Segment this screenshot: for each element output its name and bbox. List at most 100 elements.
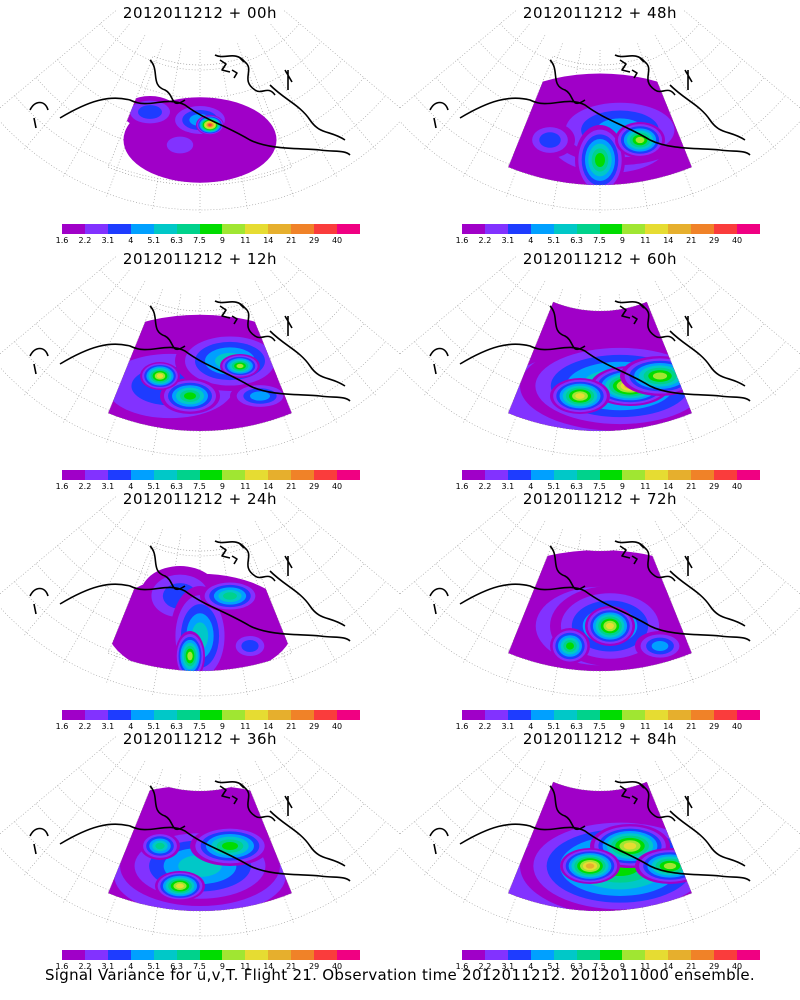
colorbar-labels: 1.6 2.2 3.1 4 5.1 6.3 7.5 9 11 14 21 29 40 [456,482,760,492]
colorbar-label: 9 [619,236,625,245]
colorbar-segment [199,950,223,960]
map-canvas [400,736,800,941]
colorbar-label: 2.2 [78,482,92,491]
colorbar-label: 6.3 [570,962,583,971]
colorbar-label: 21 [286,236,297,245]
colorbar-label: 29 [709,962,720,971]
coastlines [429,300,751,402]
colorbar-segment [484,224,508,234]
colorbar-label: 3.1 [501,482,515,491]
colorbar-segment [314,224,338,234]
colorbar-label: 6.3 [170,962,183,971]
colorbar-label: 6.3 [170,722,183,731]
colorbar-label: 9 [219,962,225,971]
colorbar-segment [530,470,554,480]
colorbar-label: 14 [663,482,674,491]
coastlines [29,300,351,402]
colorbar-segment [62,470,85,480]
colorbar-segment [484,470,508,480]
colorbar-segment [668,470,692,480]
colorbar-segment [737,224,760,234]
colorbar-label: 29 [309,236,320,245]
colorbar-segment [714,224,738,234]
colorbar-label: 2.2 [78,236,92,245]
colorbar-labels: 1.6 2.2 3.1 4 5.1 6.3 7.5 9 11 14 21 29 40 [56,722,360,732]
colorbar-label: 2.2 [78,962,92,971]
colorbar-label: 40 [731,962,743,971]
colorbar-segment [176,470,200,480]
colorbar-segment [199,470,223,480]
colorbar-segment [222,224,246,234]
colorbar-label: 14 [263,482,274,491]
colorbar-segment [130,710,154,720]
colorbar-label: 4 [528,962,534,971]
colorbar-label: 5.1 [147,236,161,245]
colorbar-label: 7.5 [593,722,606,731]
colorbar-label: 9 [219,236,225,245]
colorbar-segment [507,470,531,480]
colorbar-segment [130,224,154,234]
colorbar-segment [599,950,623,960]
colorbar-segment [268,950,292,960]
colorbar-label: 29 [709,482,720,491]
colorbar-segment [737,710,760,720]
colorbar-label: 11 [240,962,251,971]
map-canvas [400,496,800,701]
colorbar-label: 40 [731,482,743,491]
colorbar-segment [576,470,600,480]
colorbar-labels: 1.6 2.2 3.1 4 5.1 6.3 7.5 9 11 14 21 29 40 [456,722,760,732]
colorbar-label: 29 [709,236,720,245]
colorbar-label: 5.1 [547,722,561,731]
colorbar-label: 3.1 [501,962,515,971]
colorbar-label: 2.2 [478,482,492,491]
colorbar-label: 1.6 [55,236,69,245]
colorbar-segment [622,710,646,720]
colorbar-label: 40 [731,236,743,245]
colorbar-label: 4 [128,482,134,491]
colorbar-segment [84,950,108,960]
colorbar-label: 4 [128,722,134,731]
colorbar-segment [668,950,692,960]
colorbar-segment [245,224,269,234]
colorbar [462,470,760,480]
colorbar-label: 1.6 [455,236,469,245]
figure-caption: Signal Variance for u,v,T. Flight 21. Ob… [44,966,756,984]
colorbar-segment [245,710,269,720]
colorbar-label: 5.1 [147,722,161,731]
colorbar-label: 11 [640,722,651,731]
colorbar-label: 14 [263,962,274,971]
colorbar-label: 4 [528,236,534,245]
panel-title: 2012011212 + 60h [522,250,678,268]
colorbar-segment [337,710,360,720]
colorbar-label: 9 [619,722,625,731]
colorbar-segment [199,224,223,234]
colorbar-label: 3.1 [501,722,515,731]
colorbar-segment [84,710,108,720]
colorbar-segment [530,710,554,720]
panel-title: 2012011212 + 48h [522,4,678,22]
colorbar-segment [176,710,200,720]
colorbar-segment [530,950,554,960]
colorbar-segment [176,224,200,234]
colorbar [462,710,760,720]
colorbar-label: 2.2 [78,722,92,731]
colorbar-label: 5.1 [547,962,561,971]
colorbar-segment [714,950,738,960]
colorbar-segment [153,224,177,234]
colorbar-label: 5.1 [547,236,561,245]
colorbar-segment [645,950,669,960]
panel-60h: 2012011212 + 60h 1.6 2.2 3.1 4 5.1 6.3 7.5 9 11 1… [400,246,800,496]
colorbar-segment [62,710,85,720]
variance-field [108,785,292,912]
colorbar-label: 40 [331,962,343,971]
map-canvas [400,10,800,215]
colorbar-label: 21 [686,722,697,731]
colorbar-segment [268,224,292,234]
colorbar-segment [530,224,554,234]
colorbar-label: 9 [619,482,625,491]
colorbar-label: 5.1 [147,962,161,971]
colorbar-segment [107,470,131,480]
colorbar-segment [737,950,760,960]
colorbar-segment [314,950,338,960]
colorbar-label: 1.6 [55,962,69,971]
